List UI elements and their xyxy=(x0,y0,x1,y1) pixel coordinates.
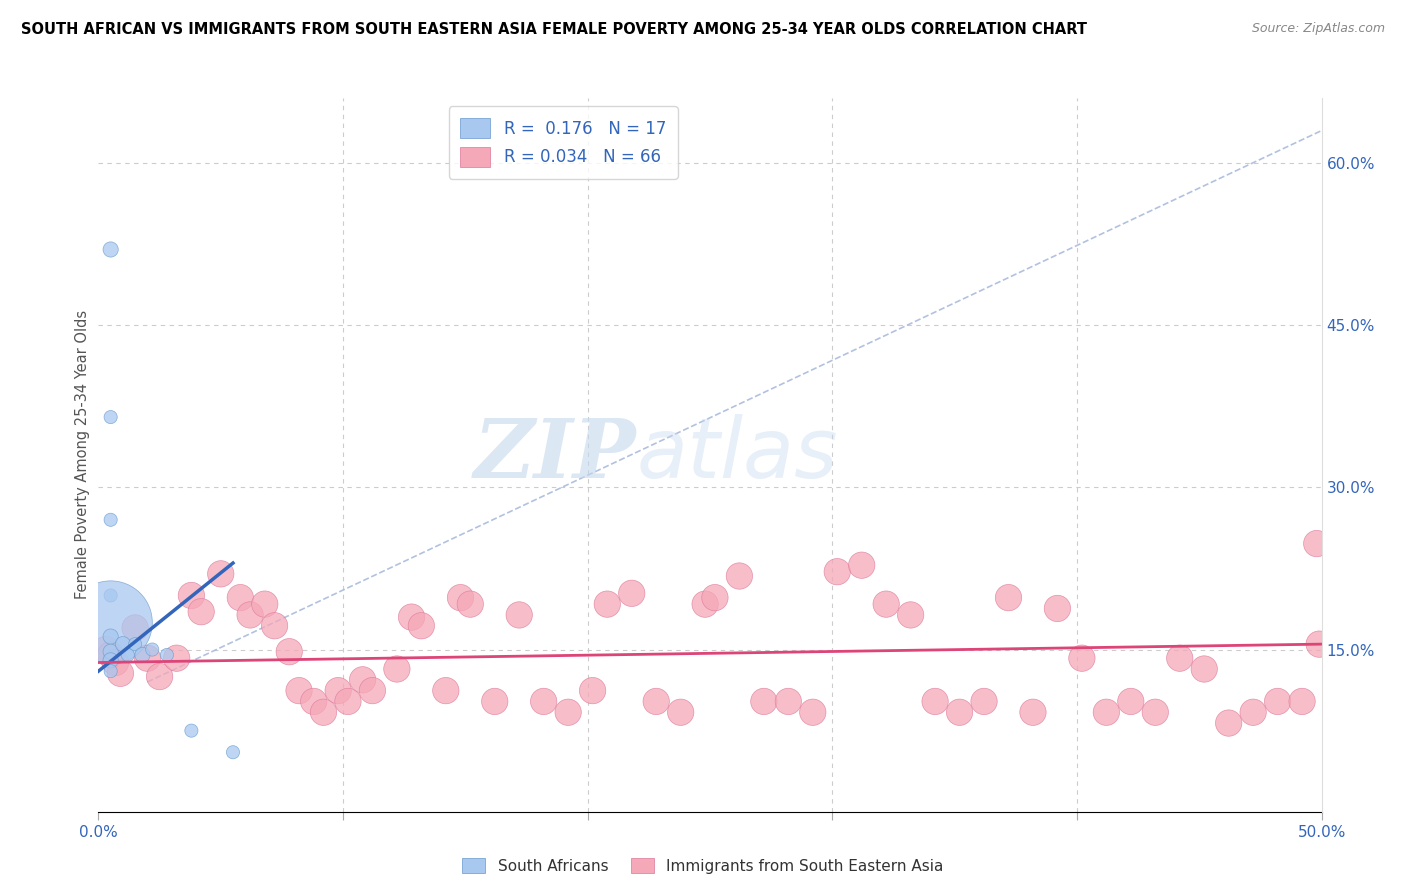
Point xyxy=(533,694,555,708)
Point xyxy=(166,651,188,665)
Point xyxy=(100,589,122,603)
Point xyxy=(1168,651,1191,665)
Point xyxy=(288,683,311,698)
Point xyxy=(1308,637,1330,651)
Point xyxy=(110,666,132,681)
Point xyxy=(1046,601,1069,615)
Point xyxy=(557,705,579,719)
Point xyxy=(973,694,995,708)
Point xyxy=(924,694,946,708)
Point xyxy=(229,591,252,605)
Point xyxy=(149,669,172,683)
Point xyxy=(190,605,212,619)
Point xyxy=(361,683,384,698)
Point xyxy=(695,597,717,611)
Point xyxy=(825,565,848,579)
Text: SOUTH AFRICAN VS IMMIGRANTS FROM SOUTH EASTERN ASIA FEMALE POVERTY AMONG 25-34 Y: SOUTH AFRICAN VS IMMIGRANTS FROM SOUTH E… xyxy=(21,22,1087,37)
Point xyxy=(104,656,127,670)
Point xyxy=(596,597,619,611)
Point xyxy=(1095,705,1118,719)
Point xyxy=(94,642,117,657)
Point xyxy=(669,705,692,719)
Point xyxy=(131,648,153,662)
Point xyxy=(111,637,134,651)
Point xyxy=(948,705,970,719)
Point xyxy=(1291,694,1313,708)
Legend: South Africans, Immigrants from South Eastern Asia: South Africans, Immigrants from South Ea… xyxy=(457,852,949,880)
Point xyxy=(620,586,643,600)
Point xyxy=(801,705,824,719)
Point xyxy=(136,651,159,665)
Point xyxy=(253,597,276,611)
Point xyxy=(385,662,408,676)
Point xyxy=(703,591,725,605)
Text: ZIP: ZIP xyxy=(474,415,637,495)
Point xyxy=(180,589,202,603)
Text: atlas: atlas xyxy=(637,415,838,495)
Point xyxy=(209,566,232,581)
Point xyxy=(100,630,122,644)
Point xyxy=(100,513,122,527)
Point xyxy=(401,610,423,624)
Point xyxy=(450,591,472,605)
Point xyxy=(458,597,481,611)
Point xyxy=(875,597,897,611)
Point xyxy=(312,705,335,719)
Point xyxy=(100,243,122,257)
Point xyxy=(336,694,359,708)
Point xyxy=(434,683,457,698)
Text: Source: ZipAtlas.com: Source: ZipAtlas.com xyxy=(1251,22,1385,36)
Point xyxy=(328,683,350,698)
Point xyxy=(752,694,775,708)
Point xyxy=(100,645,122,659)
Point xyxy=(851,558,873,573)
Point xyxy=(1218,716,1240,731)
Point xyxy=(581,683,603,698)
Point xyxy=(124,621,146,635)
Point xyxy=(900,607,922,622)
Point xyxy=(180,723,202,738)
Point xyxy=(100,615,122,630)
Point xyxy=(997,591,1019,605)
Point xyxy=(1241,705,1264,719)
Point xyxy=(124,637,146,651)
Point xyxy=(1070,651,1092,665)
Point xyxy=(100,410,122,425)
Point xyxy=(508,607,530,622)
Point xyxy=(278,645,301,659)
Y-axis label: Female Poverty Among 25-34 Year Olds: Female Poverty Among 25-34 Year Olds xyxy=(75,310,90,599)
Point xyxy=(778,694,800,708)
Point xyxy=(352,673,374,687)
Point xyxy=(100,648,122,662)
Legend: R =  0.176   N = 17, R = 0.034   N = 66: R = 0.176 N = 17, R = 0.034 N = 66 xyxy=(449,106,678,178)
Point xyxy=(728,569,751,583)
Point xyxy=(1192,662,1215,676)
Point xyxy=(100,653,122,667)
Point xyxy=(263,619,285,633)
Point xyxy=(1267,694,1289,708)
Point xyxy=(1022,705,1045,719)
Point xyxy=(222,745,245,759)
Point xyxy=(141,642,163,657)
Point xyxy=(1144,705,1167,719)
Point xyxy=(1306,536,1329,550)
Point xyxy=(645,694,668,708)
Point xyxy=(100,664,122,678)
Point xyxy=(117,648,139,662)
Point xyxy=(156,648,179,662)
Point xyxy=(484,694,506,708)
Point xyxy=(239,607,262,622)
Point xyxy=(411,619,433,633)
Point xyxy=(302,694,325,708)
Point xyxy=(1119,694,1142,708)
